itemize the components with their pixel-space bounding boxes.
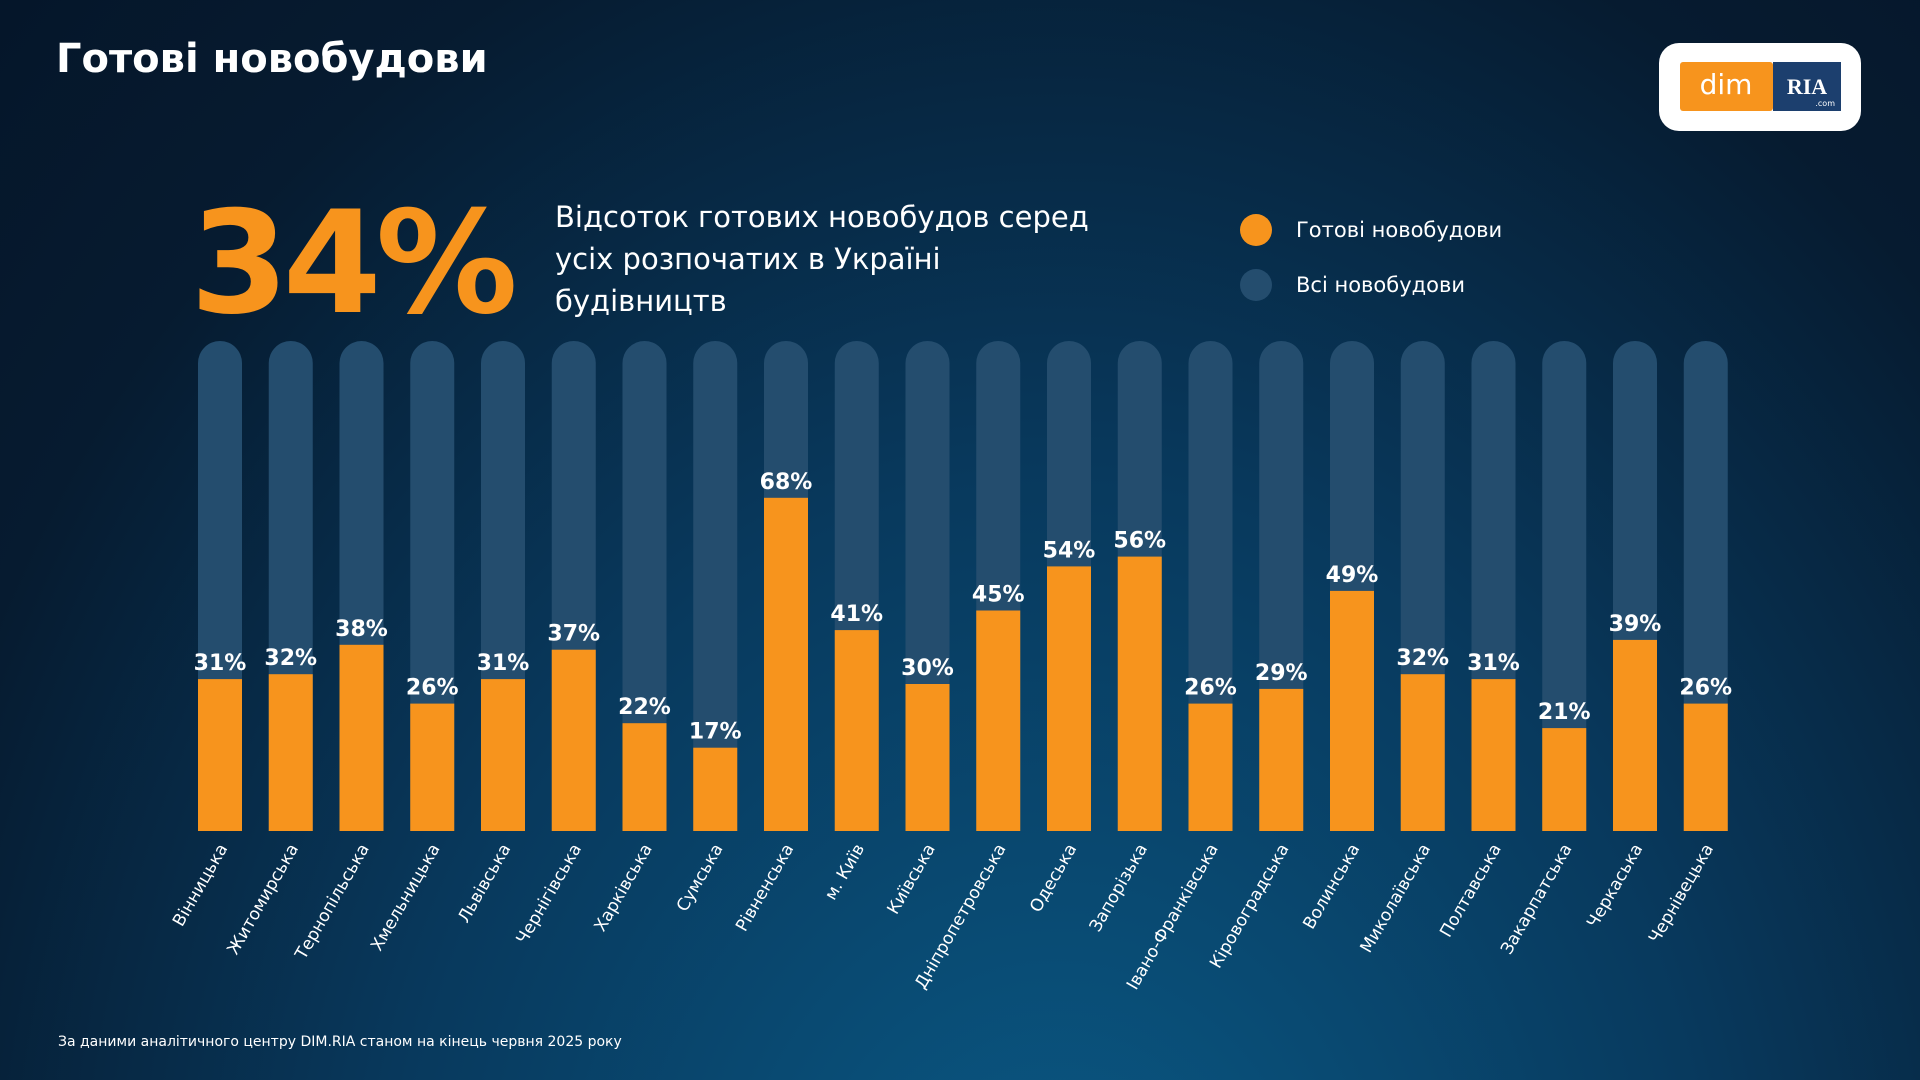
legend-label: Готові новобудови — [1296, 218, 1502, 242]
value-label: 26% — [1679, 676, 1732, 701]
bar — [1117, 556, 1162, 831]
bar — [481, 679, 525, 831]
x-tick-label: Тернопільська — [291, 841, 374, 964]
x-tick-label: Чернігівська — [513, 841, 587, 948]
legend-swatch — [1240, 214, 1272, 246]
value-label: 41% — [830, 602, 883, 627]
value-label: 22% — [618, 695, 671, 720]
subtitle: Відсоток готових новобудов серед усіх ро… — [555, 200, 1089, 318]
bar — [1330, 590, 1374, 831]
bar — [1047, 566, 1091, 831]
logo-dim: dim — [1700, 68, 1753, 101]
bar — [1683, 703, 1728, 831]
value-label: 31% — [477, 651, 530, 676]
legend-swatch — [1240, 269, 1272, 301]
logo-com: .com — [1815, 99, 1835, 108]
track-bar — [622, 341, 667, 831]
track-bar — [693, 341, 738, 831]
value-label: 37% — [547, 622, 600, 647]
x-tick-label: Полтавська — [1436, 841, 1506, 941]
value-label: 31% — [1467, 651, 1520, 676]
bar — [834, 630, 879, 831]
value-label: 30% — [901, 656, 954, 681]
value-label: 26% — [406, 676, 459, 701]
value-label: 49% — [1326, 563, 1379, 588]
bar — [551, 649, 596, 831]
value-label: 38% — [335, 617, 388, 642]
value-label: 17% — [689, 720, 742, 745]
title: Готові новобудови — [56, 36, 488, 82]
bar — [1542, 728, 1587, 831]
value-label: 21% — [1538, 700, 1591, 725]
logo-left — [1680, 62, 1773, 111]
logo-ria: RIA — [1787, 74, 1827, 99]
value-label: 32% — [1396, 646, 1449, 671]
footnote: За даними аналітичного центру DIM.RIA ст… — [58, 1034, 622, 1050]
value-label: 56% — [1113, 529, 1166, 554]
logo-right — [1773, 62, 1841, 111]
x-tick-label: Хмельницька — [367, 841, 444, 955]
legend-label: Всі новобудови — [1296, 273, 1465, 297]
x-tick-label: Запорізька — [1086, 841, 1152, 936]
value-label: 31% — [194, 651, 247, 676]
x-tick-label: Вінницька — [169, 841, 232, 931]
bar — [764, 497, 808, 831]
x-tick-label: Київська — [884, 841, 940, 918]
bar — [1259, 688, 1304, 831]
value-label: 45% — [972, 583, 1025, 608]
bar — [693, 747, 738, 831]
bar — [1188, 703, 1233, 831]
x-tick-label: Черкаська — [1583, 841, 1647, 932]
bar — [1400, 674, 1445, 831]
x-tick-label: Чернівецька — [1645, 841, 1718, 948]
bar — [1471, 679, 1516, 831]
x-tick-label: Львівська — [454, 841, 515, 927]
bar — [339, 644, 384, 831]
value-label: 29% — [1255, 661, 1308, 686]
value-label: 68% — [760, 470, 813, 495]
x-tick-label: Одеська — [1026, 841, 1081, 917]
headline: 34% — [190, 181, 514, 346]
x-tick-label: Сумська — [673, 841, 728, 916]
value-label: 26% — [1184, 676, 1237, 701]
x-tick-label: Житомирська — [224, 841, 304, 959]
x-tick-label: Миколаївська — [1357, 841, 1436, 957]
value-label: 54% — [1043, 538, 1096, 563]
x-tick-label: Волинська — [1299, 841, 1364, 933]
value-label: 39% — [1609, 612, 1662, 637]
track-bar — [1542, 341, 1587, 831]
bar — [268, 674, 313, 831]
value-label: 32% — [264, 646, 317, 671]
bar — [198, 679, 242, 831]
bar — [622, 723, 667, 831]
bar — [1613, 639, 1657, 831]
x-tick-label: м. Київ — [821, 841, 869, 904]
x-tick-label: Рівненська — [732, 841, 798, 936]
x-tick-label: Закарпатська — [1497, 841, 1576, 959]
bar — [905, 684, 950, 831]
bar — [410, 703, 455, 831]
x-tick-label: Кіровоградська — [1206, 841, 1294, 973]
bar — [976, 610, 1021, 831]
x-tick-label: Харківська — [591, 841, 657, 936]
